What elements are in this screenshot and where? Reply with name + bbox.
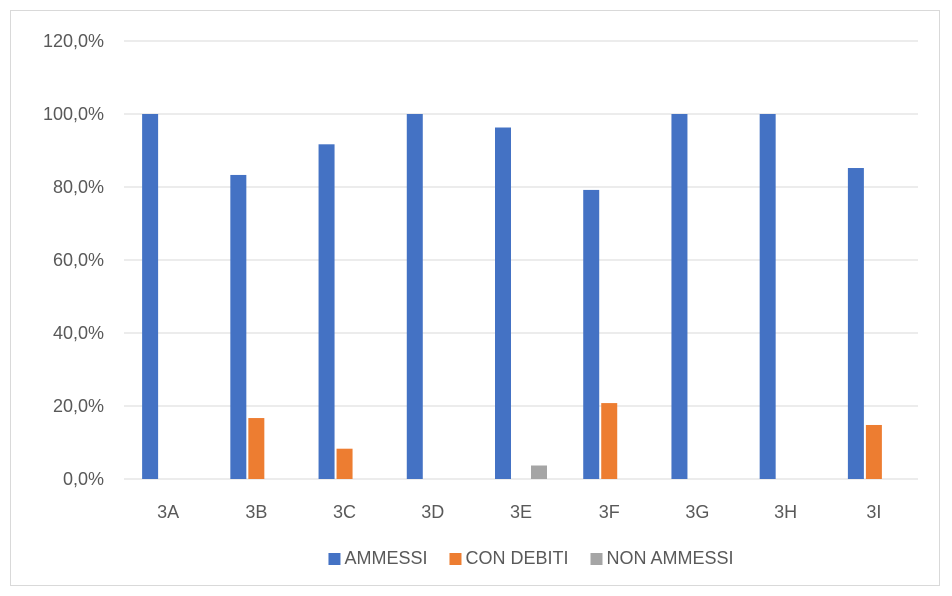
legend-label: AMMESSI <box>344 548 427 568</box>
legend-swatch <box>590 553 603 565</box>
bar-con-debiti-3f <box>601 403 618 479</box>
y-axis-tick-labels: 0,0% 20,0% 40,0% 60,0% 80,0% 100,0% 120,0% <box>43 31 104 489</box>
x-tick-label: 3D <box>421 502 444 522</box>
legend: AMMESSI CON DEBITI NON AMMESSI <box>328 548 734 568</box>
y-tick-label: 20,0% <box>53 396 104 416</box>
y-tick-label: 80,0% <box>53 177 104 197</box>
legend-item-con-debiti: CON DEBITI <box>449 548 569 568</box>
bar-ammessi-3i <box>847 168 864 479</box>
x-tick-label: 3C <box>333 502 356 522</box>
bar-con-debiti-3b <box>248 418 265 479</box>
bar-ammessi-3g <box>671 114 688 479</box>
legend-label: NON AMMESSI <box>607 548 734 568</box>
legend-label: CON DEBITI <box>465 548 568 568</box>
x-tick-label: 3E <box>510 502 532 522</box>
chart-frame <box>10 10 940 586</box>
bar-ammessi-3c <box>318 144 335 480</box>
bar-ammessi-3b <box>230 174 247 479</box>
x-tick-label: 3F <box>599 502 620 522</box>
bar-ammessi-3h <box>759 114 776 479</box>
legend-item-ammessi: AMMESSI <box>328 548 427 568</box>
bar-ammessi-3e <box>495 127 511 479</box>
bar-ammessi-3d <box>406 114 423 479</box>
x-axis-tick-labels: 3A 3B 3C 3D 3E 3F 3G 3H 3I <box>157 502 881 522</box>
y-tick-label: 40,0% <box>53 323 104 343</box>
y-tick-label: 0,0% <box>63 469 104 489</box>
bar-con-debiti-3c <box>336 448 353 479</box>
y-tick-label: 100,0% <box>43 104 104 124</box>
bar-ammessi-3a <box>142 114 159 479</box>
bars <box>142 114 882 480</box>
x-tick-label: 3G <box>685 502 709 522</box>
legend-swatch <box>328 553 341 565</box>
x-tick-label: 3A <box>157 502 179 522</box>
x-tick-label: 3H <box>774 502 797 522</box>
x-tick-label: 3I <box>866 502 881 522</box>
y-tick-label: 60,0% <box>53 250 104 270</box>
y-tick-label: 120,0% <box>43 31 104 51</box>
bar-ammessi-3f <box>583 189 600 480</box>
bar-non-ammessi-3e <box>531 465 547 479</box>
x-tick-label: 3B <box>245 502 267 522</box>
bar-con-debiti-3i <box>865 424 882 479</box>
legend-item-non-ammessi: NON AMMESSI <box>590 548 734 568</box>
legend-swatch <box>449 553 462 565</box>
